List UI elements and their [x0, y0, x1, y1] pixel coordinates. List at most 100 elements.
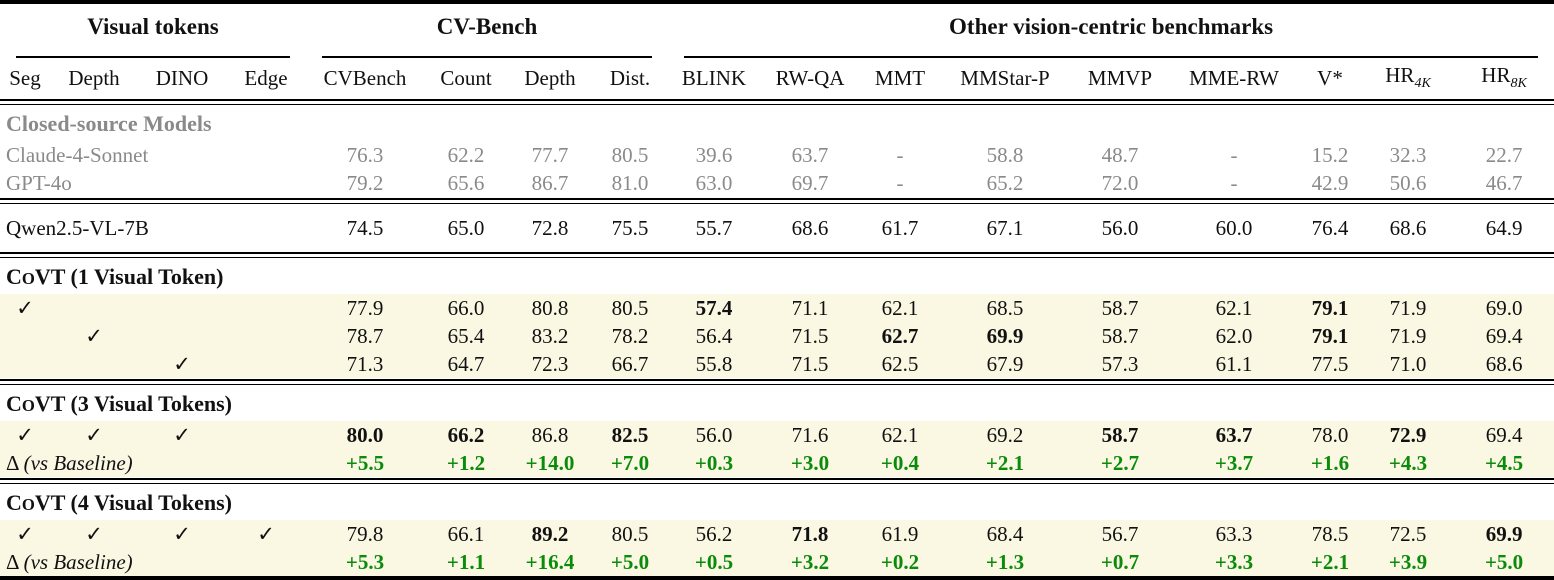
section-header-closed-source-models: Closed-source Models [6, 111, 212, 136]
value-qwen2-5-vl-7b-hr: 68.6 [1389, 215, 1427, 240]
value-covt3-delta-blink: +0.3 [668, 449, 761, 477]
col-header-label: BLINK [681, 65, 747, 90]
table-row-covt1-seg: ✓ 77.9 66.0 80.8 80.5 57.4 71.1 62.1 68.5 58.7 62.… [0, 294, 1554, 322]
covt-label-rest: VT (1 Visual Token) [34, 264, 224, 289]
bottom-rule [0, 576, 1554, 580]
col-header-label: V* [1317, 65, 1343, 90]
section-header-row: COVT (4 Visual Tokens) [0, 485, 1554, 520]
value-qwen2-5-vl-7b-depth: 72.8 [531, 215, 569, 240]
value-covt1-seg-dist: 80.5 [592, 294, 669, 322]
section-header-row: COVT (1 Visual Token) [0, 259, 1554, 294]
value-covt1-seg-mmt: 62.1 [860, 294, 941, 322]
empty-check-cell [226, 322, 306, 350]
section-divider-row [0, 197, 1554, 205]
value-claude-4-sonnet-hr: 32.3 [1389, 142, 1427, 167]
value-claude-4-sonnet-depth: 77.7 [531, 142, 569, 167]
value-qwen2-5-vl-7b-cvbench: 74.5 [346, 215, 384, 240]
value-covt4-delta-count: +1.1 [424, 548, 508, 576]
group-underline-rule [322, 56, 653, 58]
value-covt4-all-v: 78.5 [1298, 520, 1363, 548]
value-covt3-delta-cvbench: +5.5 [306, 449, 424, 477]
col-header-dist: Dist. [592, 58, 668, 98]
value-gpt-4o-cvbench: 79.2 [346, 170, 384, 195]
col-header-mmstar-p: MMStar-P [940, 58, 1070, 98]
value-covt4-delta-mmt: +0.2 [860, 548, 941, 576]
value-covt1-depth-mmstar-p: 69.9 [940, 322, 1071, 350]
checkmark-depth: ✓ [50, 421, 138, 449]
value-gpt-4o-v: 42.9 [1311, 170, 1349, 195]
delta-row-label: Δ (vs Baseline) [0, 548, 306, 576]
value-covt1-seg-mmstar-p: 68.5 [940, 294, 1071, 322]
col-header-v: V* [1298, 58, 1362, 98]
col-header-blink: BLINK [668, 58, 760, 98]
section-divider-row [0, 98, 1554, 106]
group-header-row: Visual tokens CV-Bench Other vision-centri… [0, 4, 1554, 58]
group-header-other-vision-centric-benchmarks: Other vision-centric benchmarks [668, 4, 1554, 58]
value-covt3-all-count: 66.2 [424, 421, 508, 449]
col-header-subscript: 4K [1414, 76, 1431, 92]
value-gpt-4o-mmvp: 72.0 [1101, 170, 1139, 195]
value-covt4-delta-v: +2.1 [1298, 548, 1363, 576]
value-claude-4-sonnet-hr: 22.7 [1485, 142, 1523, 167]
value-covt1-depth-cvbench: 78.7 [306, 322, 424, 350]
column-header-row: Seg Depth DINO Edge CVBench Count Depth Dist. BL… [0, 58, 1554, 98]
col-header-depth: Depth [50, 58, 138, 98]
value-qwen2-5-vl-7b-v: 76.4 [1311, 215, 1349, 240]
table-row-covt3-all: ✓ ✓ ✓ 80.0 66.2 86.8 82.5 56.0 71.6 62.1 69.2 58.7 6… [0, 421, 1554, 449]
value-covt1-seg-blink: 57.4 [668, 294, 761, 322]
checkmark-depth: ✓ [50, 520, 138, 548]
value-gpt-4o-count: 65.6 [447, 170, 485, 195]
value-gpt-4o-dist: 81.0 [611, 170, 649, 195]
value-covt1-dino-hr: 68.6 [1454, 350, 1554, 378]
value-gpt-4o-hr: 46.7 [1485, 170, 1523, 195]
table-row-covt4-all: ✓ ✓ ✓ ✓ 79.8 66.1 89.2 80.5 56.2 71.8 61.9 68.4 56.7… [0, 520, 1554, 548]
value-covt1-dino-mme-rw: 61.1 [1170, 350, 1299, 378]
section-header-covt-4-visual-tokens: COVT (4 Visual Tokens) [0, 485, 1554, 520]
empty-check-cell [0, 350, 50, 378]
value-covt1-dino-dist: 66.7 [592, 350, 669, 378]
delta-symbol: Δ [6, 450, 24, 475]
value-claude-4-sonnet-mme-rw: - [1230, 142, 1238, 167]
value-covt1-dino-depth: 72.3 [508, 350, 592, 378]
value-covt3-delta-mmvp: +2.7 [1070, 449, 1171, 477]
value-covt3-delta-count: +1.2 [424, 449, 508, 477]
table-row-covt3-delta: Δ (vs Baseline) +5.5 +1.2 +14.0 +7.0 +0.3 +3.0… [0, 449, 1554, 477]
col-header-label: Dist. [609, 65, 651, 90]
col-header-cvbench: CVBench [306, 58, 424, 98]
value-covt4-delta-dist: +5.0 [592, 548, 669, 576]
value-covt4-all-rw-qa: 71.8 [760, 520, 861, 548]
value-covt4-delta-blink: +0.5 [668, 548, 761, 576]
col-header-depth: Depth [508, 58, 592, 98]
double-rule [0, 198, 1554, 204]
col-header-label: Depth [68, 65, 120, 90]
col-header-mmvp: MMVP [1070, 58, 1170, 98]
value-covt1-seg-depth: 80.8 [508, 294, 592, 322]
table-row-covt1-depth: ✓ 78.7 65.4 83.2 78.2 56.4 71.5 62.7 69.9 58.7 62.… [0, 322, 1554, 350]
value-covt4-delta-hr: +5.0 [1454, 548, 1554, 576]
value-covt3-all-cvbench: 80.0 [306, 421, 424, 449]
value-covt3-delta-dist: +7.0 [592, 449, 669, 477]
value-covt1-dino-hr: 71.0 [1362, 350, 1455, 378]
col-header-label: CVBench [323, 65, 407, 90]
section-header-row: Closed-source Models [0, 106, 1554, 141]
value-covt4-all-blink: 56.2 [668, 520, 761, 548]
covt-label-rest: VT (4 Visual Tokens) [34, 490, 232, 515]
covt-smallcap-o: O [21, 396, 35, 415]
value-covt3-delta-mmt: +0.4 [860, 449, 941, 477]
value-claude-4-sonnet-rw-qa: 63.7 [791, 142, 829, 167]
covt-smallcap-o: O [21, 269, 35, 288]
value-claude-4-sonnet-mmt: - [896, 142, 904, 167]
col-header-label: HR [1481, 63, 1511, 88]
table-row-claude-4-sonnet: Claude-4-Sonnet 76.3 62.2 77.7 80.5 39.6 63.7 -… [0, 141, 1554, 169]
section-header-covt-1-visual-token: COVT (1 Visual Token) [0, 259, 1554, 294]
section-divider-row [0, 378, 1554, 386]
value-covt1-dino-mmt: 62.5 [860, 350, 941, 378]
value-covt4-all-mmt: 61.9 [860, 520, 941, 548]
value-claude-4-sonnet-mmstar-p: 58.8 [986, 142, 1024, 167]
section-divider-row [0, 251, 1554, 259]
section-divider-row [0, 477, 1554, 485]
value-claude-4-sonnet-count: 62.2 [447, 142, 485, 167]
table-row-qwen2-5-vl-7b: Qwen2.5-VL-7B 74.5 65.0 72.8 75.5 55.7 68.6 61.… [0, 205, 1554, 251]
table-body: Closed-source Models Claude-4-Sonnet 76.3 6… [0, 98, 1554, 576]
